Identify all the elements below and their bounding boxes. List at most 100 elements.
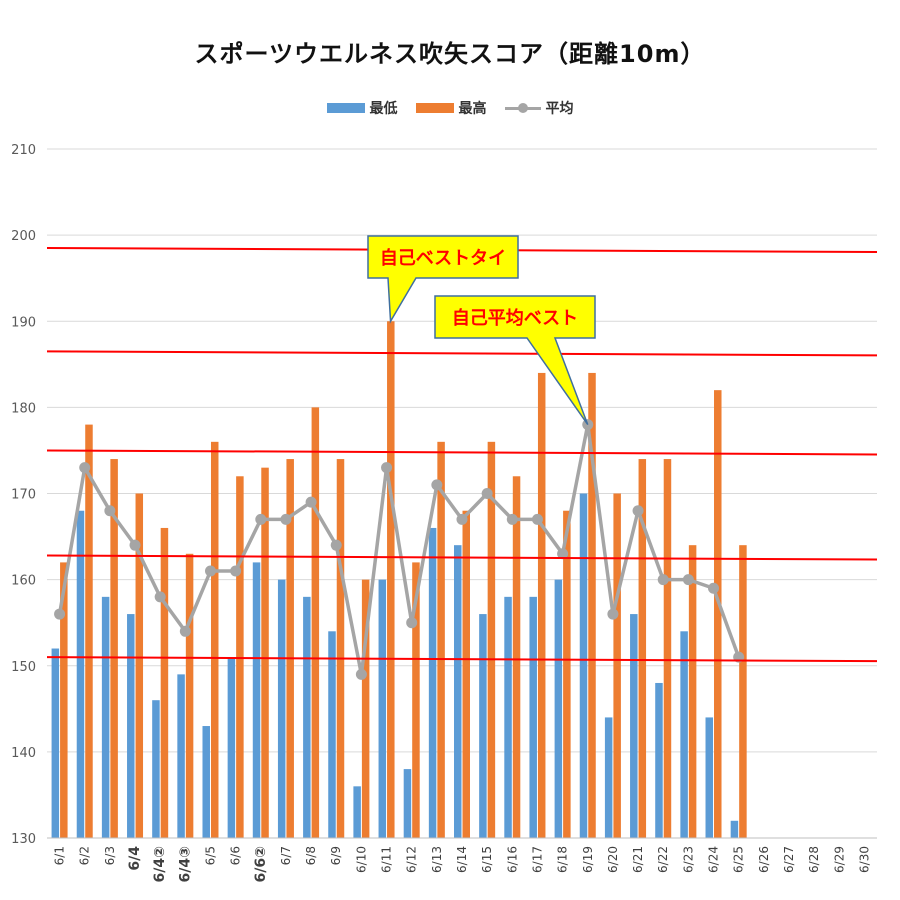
bar-max — [160, 527, 169, 838]
avg-marker — [481, 488, 493, 499]
y-tick-label: 190 — [11, 315, 36, 330]
bar-min — [76, 510, 85, 838]
x-tick-label: 6/13 — [430, 846, 444, 873]
x-tick-label: 6/23 — [681, 846, 695, 873]
bar-max — [638, 459, 647, 838]
avg-marker — [104, 505, 116, 517]
y-tick-label: 180 — [11, 401, 36, 416]
bar-max — [210, 441, 219, 838]
avg-marker — [406, 617, 418, 629]
bar-max — [462, 510, 470, 838]
x-tick-label: 6/17 — [530, 846, 544, 873]
x-tick-label: 6/12 — [405, 846, 419, 873]
x-tick-label: 6/22 — [656, 846, 670, 873]
bar-min — [680, 631, 688, 838]
chart-legend: 最低 最高 平均 — [0, 98, 900, 118]
bar-min — [378, 579, 387, 838]
legend-swatch-avg — [504, 102, 541, 114]
chart-title: スポーツウエルネス吹矢スコア（距離10m） — [194, 40, 706, 68]
avg-marker — [280, 513, 292, 525]
bar-max — [60, 562, 68, 838]
bar-max — [563, 510, 571, 838]
avg-marker — [531, 513, 543, 525]
bar-min — [454, 545, 462, 838]
legend-label-avg: 平均 — [545, 101, 574, 117]
reference-line — [46, 656, 878, 663]
bar-max — [185, 553, 194, 838]
x-tick-label: 6/15 — [480, 846, 494, 873]
bar-min — [51, 648, 60, 838]
bar-max — [311, 407, 320, 838]
bar-max — [336, 459, 345, 838]
y-tick-label: 150 — [11, 660, 36, 675]
x-tick-label: 6/18 — [556, 846, 570, 873]
x-tick-label: 6/26 — [757, 846, 771, 873]
legend-item-min: 最低 — [326, 98, 398, 118]
y-tick-label: 130 — [11, 832, 36, 847]
series-line-avg — [57, 422, 741, 677]
bar-min — [504, 596, 512, 838]
bar-max — [613, 493, 621, 838]
x-tick-label: 6/20 — [606, 846, 620, 873]
x-tick-label: 6/3 — [103, 846, 117, 865]
x-tick-label: 6/2 — [78, 846, 92, 865]
x-tick-label: 6/16 — [505, 846, 519, 873]
annotation-callout — [367, 235, 519, 324]
annotation-text: 自己ベストタイ — [380, 247, 506, 269]
avg-marker — [557, 548, 569, 560]
avg-marker — [129, 539, 141, 551]
bar-min — [403, 769, 412, 838]
avg-marker — [230, 565, 242, 577]
avg-marker — [355, 668, 367, 680]
bar-max — [110, 459, 118, 838]
y-tick-label: 200 — [11, 229, 36, 244]
x-tick-label: 6/1 — [53, 846, 67, 865]
x-tick-label: 6/25 — [732, 846, 746, 873]
avg-marker — [632, 505, 644, 517]
bar-min — [328, 631, 336, 838]
bar-max — [85, 424, 93, 838]
x-tick-label: 6/30 — [857, 846, 871, 873]
bar-max — [739, 545, 747, 838]
bar-min — [127, 614, 135, 838]
bar-max — [588, 372, 596, 838]
avg-marker — [330, 539, 342, 551]
bar-min — [730, 820, 739, 838]
bar-max — [361, 579, 370, 838]
bar-min — [277, 579, 286, 838]
bar-min — [655, 682, 663, 838]
avg-marker — [79, 462, 91, 474]
legend-swatch-min — [326, 103, 365, 113]
avg-marker — [682, 574, 694, 586]
bar-min — [303, 596, 311, 838]
bar-max — [537, 372, 546, 838]
bar-max — [286, 459, 294, 838]
bar-max — [714, 390, 722, 838]
x-tick-label: 6/29 — [832, 846, 846, 873]
avg-marker — [305, 496, 317, 508]
y-tick-label: 140 — [11, 746, 36, 761]
reference-line — [46, 449, 878, 456]
y-tick-label: 210 — [11, 143, 36, 158]
x-tick-label: 6/7 — [279, 846, 293, 865]
legend-item-avg: 平均 — [504, 98, 574, 118]
avg-marker — [54, 608, 66, 620]
y-tick-label: 170 — [11, 488, 36, 503]
avg-marker — [154, 591, 166, 603]
bar-max — [487, 441, 496, 838]
annotation-text: 自己平均ベスト — [452, 307, 578, 329]
x-tick-label: 6/9 — [329, 846, 343, 865]
x-tick-label: 6/6② — [253, 846, 269, 882]
x-tick-label: 6/4② — [152, 846, 168, 882]
x-tick-label: 6/28 — [807, 846, 821, 873]
avg-marker — [456, 513, 468, 525]
avg-marker — [179, 625, 191, 637]
reference-line — [46, 350, 878, 357]
x-tick-label: 6/11 — [380, 846, 394, 873]
bar-min — [479, 614, 487, 838]
bar-max — [512, 476, 521, 838]
x-tick-label: 6/5 — [203, 846, 217, 865]
legend-label-max: 最高 — [458, 101, 487, 117]
avg-marker — [657, 574, 669, 586]
x-tick-label: 6/19 — [581, 846, 595, 873]
